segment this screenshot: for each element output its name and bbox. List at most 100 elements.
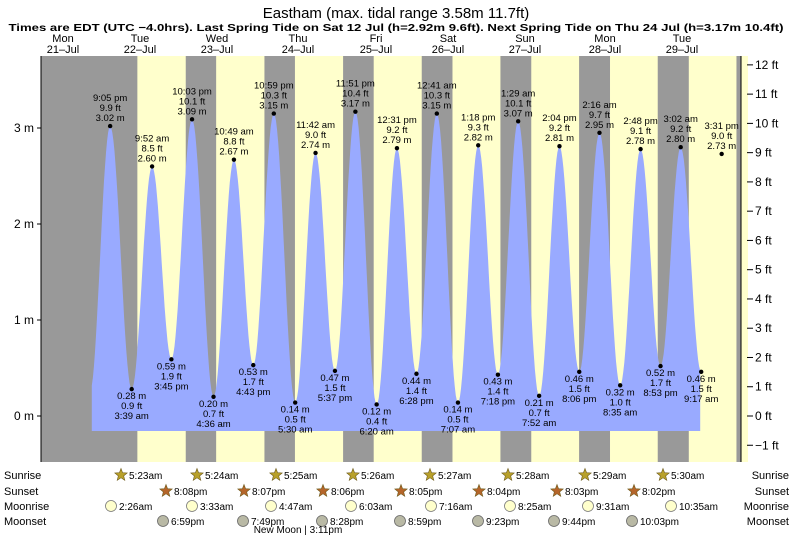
tide-label-low: 1.5 ft [691,384,712,395]
sunrise-time: 5:26am [361,471,394,482]
tide-label-high: 11:51 pm [336,79,375,90]
tide-curve [91,111,701,431]
right-tick-label: −1 ft [755,438,779,452]
tide-point-low [455,400,461,405]
tide-label-low: 7:52 am [522,418,556,429]
tide-point-high [476,143,481,148]
right-tick-label: 11 ft [755,87,778,101]
tide-label-low: 8:35 am [603,407,637,418]
tide-label-high: 9.1 ft [630,126,651,137]
moonset-time: 8:59pm [408,517,441,528]
tide-label-high: 11:42 am [296,120,335,131]
moonset-time: 9:23pm [486,517,519,528]
tide-label-high: 10.1 ft [179,96,206,107]
day-name: Wed [206,33,228,45]
tide-label-low: 7:07 am [441,425,475,436]
tide-area [91,111,701,431]
moonrise-time: 2:26am [119,502,152,513]
tide-label-high: 9.2 ft [549,123,570,134]
sunset-row-label-left: Sunset [4,486,38,498]
tide-label-high: 1:18 pm [461,112,495,123]
sunrise-icon [114,467,128,481]
left-tick-label: 2 m [14,217,34,231]
tide-label-high: 9.3 ft [468,122,489,133]
moonrise-icon [345,500,357,512]
moonrise-time: 9:31am [596,502,629,513]
day-date: 23–Jul [201,44,233,56]
sunrise-time: 5:27am [438,471,471,482]
sunrise-row-label-right: Sunrise [752,470,789,482]
tide-label-high: 8.8 ft [223,137,244,148]
moonrise-icon [105,500,117,512]
sunrise-icon [190,467,204,481]
day-date: 29–Jul [666,44,698,56]
tide-label-low: 0.7 ft [203,409,224,420]
tide-point-low [617,383,623,388]
sunset-icon [316,483,330,497]
tide-label-high: 2:48 pm [623,116,657,127]
tide-label-high: 12:31 pm [377,115,417,126]
tide-point-low [374,402,379,407]
sun-moon-table: Sunrise Sunrise Sunset Sunset Moonrise Moonri… [4,467,789,528]
tide-label-low: 1.5 ft [324,383,345,394]
moonrise-time: 6:03am [359,502,392,513]
tide-label-low: 5:37 pm [318,393,352,404]
day-labels: Mon21–JulTue22–JulWed23–JulThu24–JulFri2… [47,33,698,56]
right-tick-label: 4 ft [755,292,772,306]
tide-label-high: 2.67 m [219,147,248,158]
day-name: Mon [594,33,615,45]
tide-point-high [557,144,562,149]
tide-point-high [515,119,521,124]
tide-label-high: 3:31 pm [705,121,739,132]
sunset-time: 8:04pm [487,487,520,498]
sunrise-time: 5:25am [284,471,317,482]
tide-label-high: 10.3 ft [424,91,451,102]
tide-label-low: 0.7 ft [529,408,550,419]
right-tick-label: 3 ft [755,321,772,335]
moonrise-icon [665,500,677,512]
tide-point-low [251,362,256,368]
moonrise-icon [265,500,277,512]
sunset-time: 8:03pm [565,487,598,498]
tide-label-high: 10:49 am [214,127,254,138]
tide-label-high: 3.15 m [259,101,288,112]
day-date: 21–Jul [47,44,79,56]
right-tick-label: 9 ft [755,146,772,160]
tide-point-low [169,357,174,362]
sunrise-icon [656,467,670,481]
tide-label-low: 0.5 ft [447,415,468,426]
tide-label-high: 2.78 m [626,136,655,147]
right-tick-label: 10 ft [755,116,779,130]
tide-label-high: 2.82 m [464,132,493,143]
tide-point-low [698,369,704,375]
right-tick-label: 6 ft [755,233,772,247]
tide-label-low: 0.53 m [239,367,268,378]
tide-label-high: 9.2 ft [670,124,691,135]
tide-label-high: 2.79 m [382,135,411,146]
sunrise-icon [501,467,515,481]
day-name: Mon [52,33,73,45]
tide-label-low: 0.14 m [281,405,310,416]
tide-label-high: 9:05 pm [93,93,127,104]
moon-phase-label: New Moon | 3:11pm [254,525,343,536]
day-date: 27–Jul [509,44,541,56]
tide-label-low: 0.5 ft [285,415,306,426]
right-tick-label: 8 ft [755,175,772,189]
tide-label-high: 9:52 am [135,133,169,144]
tide-label-low: 0.28 m [117,391,146,402]
tide-point-low [577,369,582,375]
moonrise-time: 8:25am [518,502,551,513]
tide-label-high: 9.9 ft [100,103,121,114]
tide-point-low [332,368,338,374]
left-tick-label: 0 m [14,409,34,423]
tide-point-high [353,109,358,114]
tide-label-low: 1.7 ft [650,378,671,389]
tide-label-low: 1.4 ft [406,386,427,397]
tide-label-high: 3.07 m [504,108,533,119]
moonset-row-label-right: Moonset [747,516,789,528]
moonset-time: 8:28pm [330,517,363,528]
tide-label-low: 6:28 pm [399,396,433,407]
day-date: 25–Jul [360,44,392,56]
tide-label-low: 0.46 m [687,374,716,385]
tide-point-high [313,150,318,156]
